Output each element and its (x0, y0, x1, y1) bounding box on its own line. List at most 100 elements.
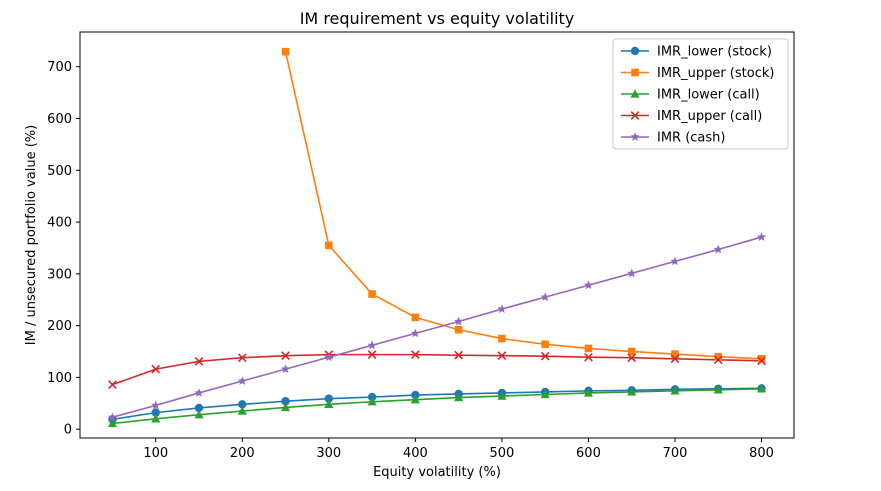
x-tick-label: 400 (403, 446, 428, 461)
marker-star (410, 328, 420, 338)
marker-square (671, 350, 679, 358)
marker-star (670, 256, 680, 266)
marker-triangle (670, 386, 680, 395)
x-axis-label: Equity volatility (%) (373, 465, 501, 480)
marker-square (498, 334, 506, 343)
marker-square (631, 68, 639, 77)
y-tick-label: 300 (47, 267, 72, 282)
marker-triangle (280, 402, 291, 412)
marker-x-stroke (584, 352, 593, 362)
marker-triangle (151, 414, 161, 423)
series-line (112, 236, 762, 419)
marker-x-stroke (630, 111, 640, 120)
marker-square (368, 290, 376, 298)
marker-triangle (627, 387, 637, 396)
x-tick-label: 600 (576, 446, 601, 461)
marker-triangle (497, 391, 507, 400)
marker-star (713, 244, 723, 254)
marker-star (151, 400, 161, 410)
marker-star (280, 364, 291, 374)
marker-circle (324, 394, 334, 403)
marker-x-stroke (540, 351, 550, 361)
marker-circle (367, 392, 377, 402)
marker-circle (151, 408, 160, 417)
marker-square (757, 354, 766, 363)
marker-square (411, 313, 420, 322)
marker-square (325, 241, 333, 250)
series-line (112, 387, 762, 421)
marker-triangle (107, 418, 118, 428)
marker-x-stroke (194, 356, 204, 366)
marker-star (630, 132, 640, 141)
marker-x-stroke (410, 350, 420, 359)
marker-triangle (367, 397, 377, 406)
marker-star (497, 304, 507, 313)
marker-triangle (756, 384, 767, 393)
marker-star (627, 268, 637, 278)
marker-x-stroke (713, 355, 723, 365)
y-tick-label: 700 (47, 60, 72, 75)
plot-frame (79, 31, 795, 439)
marker-star (194, 388, 204, 397)
legend: IMR_lower (stock) IMR_upper (stock) IMR_lo… (612, 38, 789, 150)
marker-triangle (540, 389, 550, 399)
marker-x-stroke (281, 351, 290, 361)
marker-square (281, 47, 290, 56)
series-markers (107, 47, 767, 428)
y-tick-label: 400 (47, 216, 72, 231)
y-tick-label: 500 (47, 164, 72, 179)
legend-label: IMR_lower (call) (657, 88, 760, 103)
y-axis-ticks: 0 100 200 300 400 500 600 700 (47, 60, 80, 438)
x-tick-label: 800 (749, 446, 774, 461)
legend-label: IMR_upper (stock) (657, 66, 774, 81)
series-line (112, 353, 762, 386)
y-tick-label: 600 (47, 112, 72, 127)
series-line (284, 51, 762, 360)
marker-square (454, 325, 463, 334)
marker-triangle (713, 385, 723, 394)
marker-star (107, 412, 118, 422)
x-tick-label: 100 (143, 446, 168, 461)
marker-x-stroke (497, 351, 507, 361)
marker-x-stroke (237, 353, 247, 363)
marker-triangle (194, 410, 204, 419)
marker-star (454, 316, 464, 326)
marker-star (237, 376, 247, 385)
marker-x-stroke (670, 354, 680, 364)
series-lines (112, 51, 762, 425)
y-tick-label: 0 (64, 423, 72, 438)
legend-box (612, 38, 789, 150)
marker-x-stroke (627, 353, 637, 363)
marker-triangle (630, 89, 640, 98)
marker-circle (411, 390, 420, 400)
x-tick-label: 200 (230, 446, 255, 461)
y-axis-label: IM / unsecured portfolio value (%) (24, 125, 39, 345)
x-tick-label: 300 (316, 446, 341, 461)
marker-x-stroke (454, 350, 464, 360)
marker-triangle (454, 393, 464, 402)
marker-star (324, 352, 334, 362)
x-tick-label: 500 (489, 446, 514, 461)
marker-triangle (324, 399, 334, 409)
legend-label: IMR_upper (call) (657, 109, 762, 124)
legend-label: IMR (cash) (657, 131, 726, 146)
marker-circle (281, 397, 290, 406)
marker-star (756, 232, 767, 241)
marker-circle (238, 400, 247, 409)
marker-square (541, 340, 549, 349)
y-tick-label: 200 (47, 319, 72, 334)
marker-star (583, 280, 594, 290)
marker-triangle (410, 395, 420, 404)
marker-square (584, 344, 593, 353)
marker-square (714, 352, 723, 361)
marker-star (540, 292, 550, 302)
marker-circle (630, 46, 640, 56)
y-tick-label: 100 (47, 371, 72, 386)
marker-triangle (237, 406, 247, 415)
marker-circle (194, 403, 204, 413)
x-axis-ticks: 100 200 300 400 500 600 700 800 (143, 438, 774, 461)
series-line (112, 388, 762, 425)
marker-x-stroke (367, 350, 377, 359)
marker-square (627, 347, 636, 356)
